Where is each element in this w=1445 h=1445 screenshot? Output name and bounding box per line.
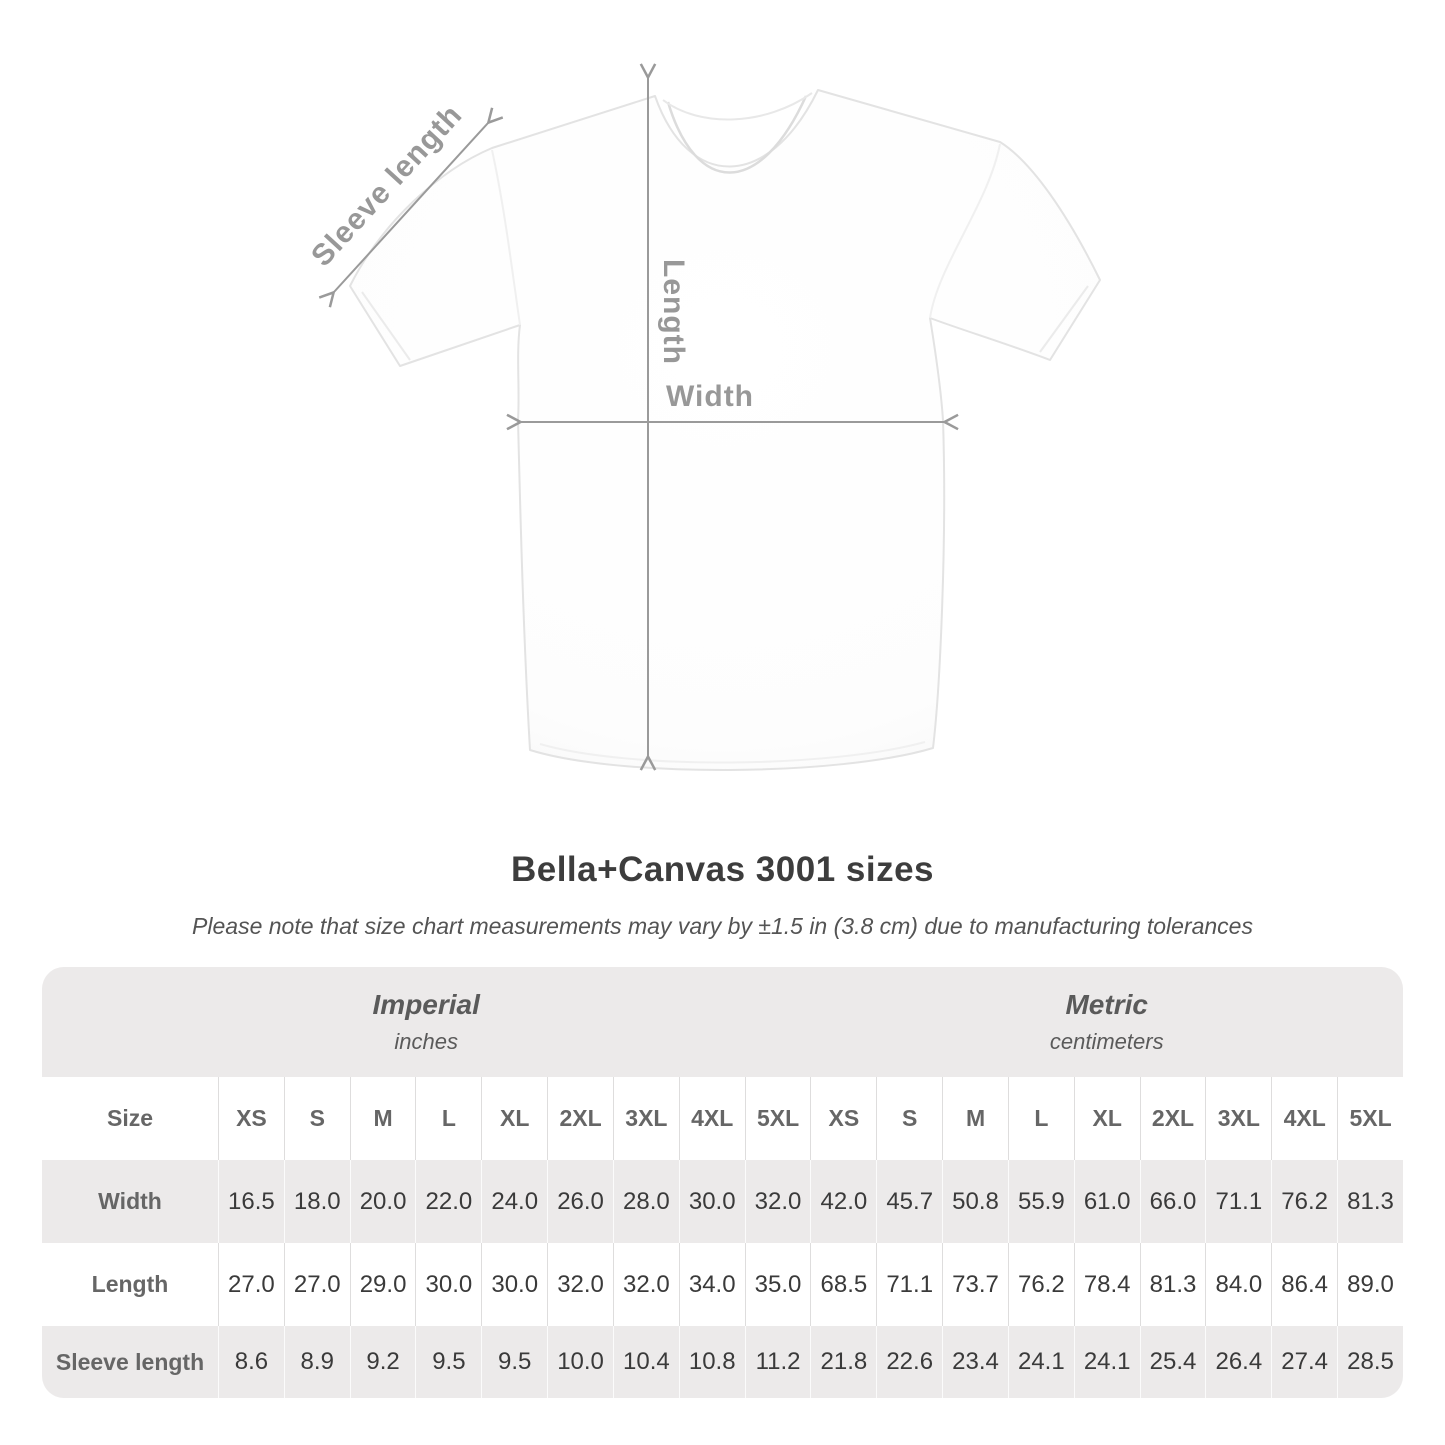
sleeve-length-arrow — [318, 107, 504, 308]
metric-measurement-value: 26.4 — [1205, 1326, 1272, 1398]
metric-measurement-value: 25.4 — [1139, 1326, 1206, 1398]
metric-measurement-value: 55.9 — [1007, 1160, 1074, 1243]
imperial-measurement-value: 9.2 — [349, 1326, 416, 1398]
size-chart: Imperial inches Metric centimeters Size … — [42, 967, 1403, 1398]
page-title: Bella+Canvas 3001 sizes — [510, 850, 935, 889]
metric-measurement-value: 71.1 — [1205, 1160, 1272, 1243]
imperial-measurement-value: 10.4 — [612, 1326, 679, 1398]
tshirt-graphic — [349, 89, 1101, 772]
metric-size-col-header: XS — [810, 1077, 876, 1160]
imperial-measurement-value: 11.2 — [744, 1326, 811, 1398]
measurement-row: Sleeve length 8.6 8.9 9.2 9.5 9.5 10.0 10.4 10.8… — [42, 1326, 1403, 1398]
imperial-header: Imperial inches — [42, 967, 811, 1077]
measurement-row: Length 27.0 27.0 29.0 30.0 30.0 32.0 32.0 34.0 35… — [42, 1243, 1403, 1326]
imperial-measurement-value: 24.0 — [481, 1160, 548, 1243]
measurement-row-label: Sleeve length — [42, 1326, 218, 1398]
metric-measurement-value: 22.6 — [876, 1326, 943, 1398]
imperial-measurement-value: 32.0 — [547, 1243, 613, 1326]
metric-measurement-value: 84.0 — [1205, 1243, 1271, 1326]
metric-measurement-value: 81.3 — [1139, 1243, 1206, 1326]
metric-measurement-value: 66.0 — [1139, 1160, 1206, 1243]
imperial-measurement-value: 28.0 — [612, 1160, 679, 1243]
metric-size-col-header: M — [942, 1077, 1008, 1160]
metric-header: Metric centimeters — [810, 967, 1403, 1077]
metric-measurement-value: 68.5 — [810, 1243, 876, 1326]
imperial-measurement-value: 32.0 — [612, 1243, 679, 1326]
metric-title: Metric — [1065, 989, 1148, 1020]
metric-size-col-header: 3XL — [1205, 1077, 1271, 1160]
imperial-measurement-value: 30.0 — [415, 1243, 481, 1326]
metric-size-col-header: S — [876, 1077, 942, 1160]
metric-measurement-value: 27.4 — [1271, 1326, 1338, 1398]
unit-header-row: Imperial inches Metric centimeters — [42, 967, 1403, 1077]
metric-size-col-header: 5XL — [1337, 1077, 1403, 1160]
metric-unit: centimeters — [1049, 1029, 1164, 1054]
metric-measurement-value: 28.5 — [1337, 1326, 1403, 1398]
imperial-measurement-value: 27.0 — [283, 1243, 350, 1326]
metric-measurement-value: 24.1 — [1007, 1326, 1074, 1398]
imperial-size-col-header: 2XL — [547, 1077, 613, 1160]
metric-measurement-value: 24.1 — [1073, 1326, 1140, 1398]
metric-measurement-value: 89.0 — [1337, 1243, 1403, 1326]
tshirt-measurement-diagram: Sleeve length Length Width — [305, 63, 1101, 772]
imperial-measurement-value: 18.0 — [283, 1160, 350, 1243]
metric-measurement-value: 81.3 — [1337, 1160, 1403, 1243]
metric-measurement-value: 45.7 — [876, 1160, 943, 1243]
metric-measurement-value: 61.0 — [1073, 1160, 1140, 1243]
metric-size-col-header: 4XL — [1271, 1077, 1337, 1160]
metric-measurement-value: 78.4 — [1073, 1243, 1140, 1326]
metric-size-col-header: 2XL — [1139, 1077, 1206, 1160]
measurement-row-label: Length — [42, 1243, 218, 1326]
metric-measurement-value: 42.0 — [810, 1160, 877, 1243]
measurement-row: Width 16.5 18.0 20.0 22.0 24.0 26.0 28.0 30.0 32.… — [42, 1160, 1403, 1243]
dimension-arrows — [318, 63, 959, 771]
size-corner-label: Size — [106, 1105, 154, 1131]
imperial-measurement-value: 20.0 — [349, 1160, 416, 1243]
imperial-size-col-header: 3XL — [612, 1077, 679, 1160]
metric-size-col-header: XL — [1073, 1077, 1140, 1160]
imperial-measurement-value: 10.8 — [678, 1326, 745, 1398]
tolerance-note: Please note that size chart measurements… — [192, 913, 1253, 939]
metric-measurement-value: 86.4 — [1271, 1243, 1337, 1326]
size-chart-table: Imperial inches Metric centimeters Size … — [42, 967, 1403, 1398]
imperial-measurement-value: 9.5 — [481, 1326, 548, 1398]
imperial-size-col-header: 4XL — [678, 1077, 745, 1160]
metric-size-col-header: L — [1007, 1077, 1074, 1160]
imperial-measurement-value: 10.0 — [547, 1326, 613, 1398]
metric-measurement-value: 71.1 — [876, 1243, 942, 1326]
imperial-size-col-header: XL — [481, 1077, 547, 1160]
imperial-measurement-value: 16.5 — [218, 1160, 284, 1243]
imperial-measurement-value: 30.0 — [481, 1243, 547, 1326]
imperial-size-col-header: XS — [218, 1077, 284, 1160]
metric-measurement-value: 76.2 — [1007, 1243, 1074, 1326]
imperial-measurement-value: 9.5 — [415, 1326, 482, 1398]
imperial-measurement-value: 8.9 — [283, 1326, 350, 1398]
imperial-size-col-header: 5XL — [744, 1077, 811, 1160]
imperial-measurement-value: 34.0 — [678, 1243, 745, 1326]
metric-measurement-value: 21.8 — [810, 1326, 877, 1398]
imperial-measurement-value: 27.0 — [218, 1243, 284, 1326]
imperial-measurement-value: 30.0 — [678, 1160, 745, 1243]
metric-measurement-value: 23.4 — [942, 1326, 1008, 1398]
imperial-unit: inches — [394, 1029, 459, 1054]
imperial-measurement-value: 32.0 — [744, 1160, 811, 1243]
imperial-size-col-header: M — [349, 1077, 416, 1160]
size-header-row: Size XS S M L XL 2XL 3XL 4XL 5XL XS S M L XL 2XL 3XL 4XL… — [42, 1077, 1403, 1160]
imperial-measurement-value: 22.0 — [415, 1160, 482, 1243]
length-label: Length — [657, 259, 690, 365]
imperial-size-col-header: S — [283, 1077, 350, 1160]
imperial-measurement-value: 35.0 — [744, 1243, 811, 1326]
imperial-measurement-value: 8.6 — [218, 1326, 284, 1398]
imperial-measurement-value: 26.0 — [547, 1160, 613, 1243]
imperial-size-col-header: L — [415, 1077, 481, 1160]
metric-measurement-value: 76.2 — [1271, 1160, 1338, 1243]
metric-measurement-value: 73.7 — [942, 1243, 1008, 1326]
measurement-row-label: Width — [42, 1160, 218, 1243]
imperial-measurement-value: 29.0 — [349, 1243, 416, 1326]
width-label: Width — [666, 380, 754, 413]
imperial-title: Imperial — [372, 989, 480, 1020]
metric-measurement-value: 50.8 — [942, 1160, 1008, 1243]
